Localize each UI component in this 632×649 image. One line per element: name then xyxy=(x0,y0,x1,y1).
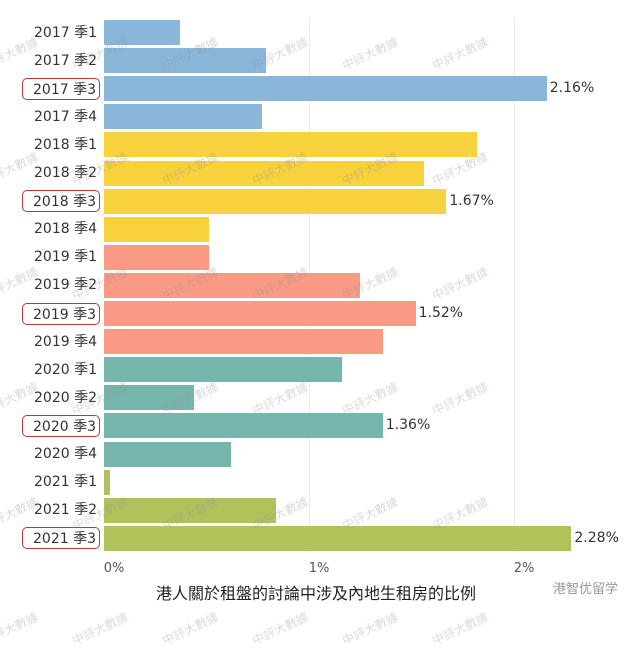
watermark-text: 中評大數據 xyxy=(430,379,491,418)
x-tick-label: 1% xyxy=(308,561,330,576)
bar xyxy=(104,188,447,214)
bar xyxy=(104,244,209,270)
bar xyxy=(104,441,232,467)
brand-watermark: 港智优留学 xyxy=(552,582,618,597)
category-label: 2017 季4 xyxy=(34,108,97,125)
bar xyxy=(104,48,266,74)
category-label: 2018 季3 xyxy=(22,190,100,213)
bar xyxy=(104,329,383,355)
bar xyxy=(104,104,262,130)
category-label: 2018 季1 xyxy=(34,136,97,153)
category-label: 2020 季1 xyxy=(34,361,97,378)
bar xyxy=(104,132,478,158)
bar xyxy=(104,497,277,523)
category-label: 2020 季3 xyxy=(22,414,100,437)
data-label: 2.28% xyxy=(574,529,619,546)
category-label: 2017 季3 xyxy=(22,77,100,100)
category-label: 2020 季2 xyxy=(34,389,97,406)
bar xyxy=(104,413,383,439)
category-label: 2019 季4 xyxy=(34,333,97,350)
watermark-text: 中評大數據 xyxy=(0,609,41,648)
x-axis-title: 港人關於租盤的討論中涉及內地生租房的比例 xyxy=(155,584,476,603)
watermark-text: 中評大數據 xyxy=(340,34,401,73)
category-label: 2019 季1 xyxy=(34,249,97,266)
category-label: 2021 季3 xyxy=(22,527,100,550)
watermark-text: 中評大數據 xyxy=(250,609,311,648)
bar xyxy=(104,216,209,242)
watermark-text: 中評大數據 xyxy=(430,609,491,648)
bar xyxy=(104,469,111,495)
watermark-text: 中評大數據 xyxy=(430,34,491,73)
watermark-text: 中評大數據 xyxy=(340,609,401,648)
bar xyxy=(104,20,180,45)
category-label: 2020 季4 xyxy=(34,446,97,462)
x-tick-label: 0% xyxy=(103,561,125,576)
data-label: 1.52% xyxy=(418,305,464,321)
bar xyxy=(104,76,547,102)
category-label: 2018 季2 xyxy=(34,165,97,181)
watermark-text: 中評大數據 xyxy=(430,264,491,303)
data-label: 1.36% xyxy=(385,417,431,434)
bar xyxy=(104,272,361,298)
bar xyxy=(104,160,424,186)
watermark-text: 中評大數據 xyxy=(160,609,221,648)
category-label: 2017 季1 xyxy=(34,24,97,41)
watermark-text: 中評大數據 xyxy=(70,609,131,648)
category-label: 2018 季4 xyxy=(34,221,97,238)
category-label: 2021 季1 xyxy=(34,474,97,491)
data-label: 2.16% xyxy=(549,80,595,97)
data-label: 1.67% xyxy=(449,192,494,209)
bar xyxy=(104,301,416,326)
bar xyxy=(104,357,342,383)
x-tick-label: 2% xyxy=(513,561,535,576)
category-label: 2019 季2 xyxy=(34,277,97,294)
category-label: 2017 季2 xyxy=(34,52,97,69)
bar xyxy=(104,525,572,551)
gridline xyxy=(514,18,515,553)
bar xyxy=(104,385,195,411)
category-label: 2021 季2 xyxy=(34,502,97,519)
category-label: 2019 季3 xyxy=(22,302,100,325)
